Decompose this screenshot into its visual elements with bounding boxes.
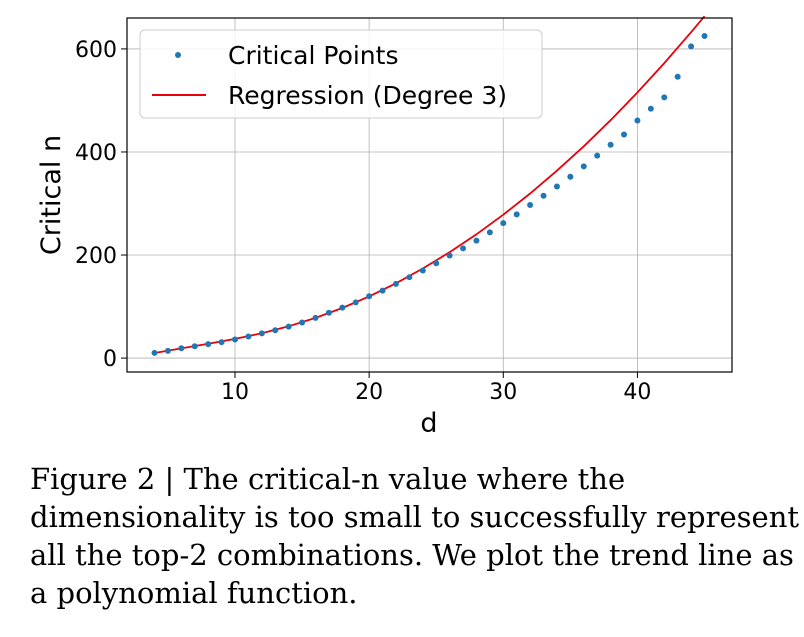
critical-point [634,117,641,124]
critical-point [406,274,413,281]
critical-point [621,131,628,138]
legend-label-regression: Regression (Degree 3) [228,81,507,110]
critical-point [446,252,453,259]
critical-point [151,349,158,356]
critical-point [312,314,319,321]
critical-point [272,327,279,334]
critical-point [513,211,520,218]
y-tick-label: 600 [75,38,117,63]
critical-point [701,33,708,40]
x-tick-label: 20 [355,380,383,405]
legend-label-critical-points: Critical Points [228,41,398,70]
critical-point [500,220,507,227]
figure-caption: Figure 2 | The critical-n value where th… [30,462,800,610]
legend-marker-critical-points [175,52,181,58]
critical-point [553,183,560,190]
critical-point [594,152,601,159]
critical-point [178,345,185,352]
critical-point [433,260,440,267]
critical-point [205,341,212,348]
plot-frame [126,17,733,373]
critical-point [580,163,587,170]
critical-point [647,105,654,112]
critical-point [245,333,252,340]
critical-point [164,347,171,354]
critical-point [285,323,292,330]
x-tick-label: 40 [623,380,651,405]
x-tick-label: 10 [221,380,249,405]
critical-point [460,245,467,252]
critical-point [258,330,265,337]
critical-point [527,202,534,209]
critical-point [674,73,681,80]
critical-point [352,299,359,306]
critical-point [661,94,668,101]
critical-point [325,309,332,316]
critical-point [473,237,480,244]
critical-point [218,339,225,346]
y-tick-label: 400 [75,141,117,166]
critical-point [191,343,198,350]
critical-point [366,293,373,300]
critical-point [688,43,695,50]
y-tick-label: 200 [75,244,117,269]
critical-points-series [151,33,708,356]
y-tick-label: 0 [103,347,117,372]
critical-point [299,319,306,326]
critical-point [339,304,346,311]
critical-point [392,280,399,287]
x-axis-label: d [420,408,437,439]
critical-point [607,141,614,148]
critical-point [379,287,386,294]
critical-point [231,336,238,343]
critical-point [486,229,493,236]
critical-point [419,267,426,274]
critical-point [567,173,574,180]
y-axis-label: Critical n [36,135,67,255]
legend-box [139,29,543,119]
critical-point [540,192,547,199]
legend: Critical Points Regression (Degree 3) [139,29,543,119]
x-tick-label: 30 [489,380,517,405]
